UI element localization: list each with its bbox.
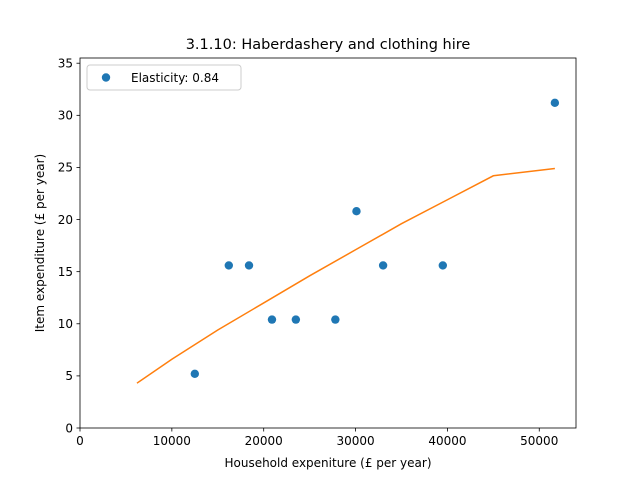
x-tick-label: 40000 <box>428 434 466 448</box>
data-point <box>550 98 560 108</box>
y-tick-label: 0 <box>65 421 73 435</box>
y-tick-label: 10 <box>58 317 73 331</box>
x-tick-label: 20000 <box>245 434 283 448</box>
x-tick-label: 50000 <box>520 434 558 448</box>
data-point <box>378 261 388 270</box>
x-axis-label: Household expeniture (£ per year) <box>224 456 431 470</box>
y-tick-label: 25 <box>58 161 73 175</box>
data-point <box>438 261 448 270</box>
data-point <box>291 315 301 324</box>
data-point <box>352 207 361 216</box>
legend-box <box>86 64 242 91</box>
legend-label: Elasticity: 0.84 <box>131 71 219 85</box>
data-point <box>244 261 254 270</box>
x-tick-label: 30000 <box>336 434 374 448</box>
data-point <box>190 369 200 379</box>
data-point <box>331 315 340 324</box>
y-tick-label: 35 <box>58 57 73 71</box>
y-tick-label: 5 <box>65 369 73 383</box>
x-tick-label: 10000 <box>153 434 191 448</box>
y-tick-label: 30 <box>58 109 73 123</box>
data-point <box>267 315 277 324</box>
axis-ticks: 0 10000 20000 30000 40000 50000 0 5 10 15 20 25 30 35 <box>58 57 559 448</box>
y-tick-label: 20 <box>58 213 73 227</box>
y-tick-label: 15 <box>58 265 73 279</box>
y-axis-label: Item expenditure (£ per year) <box>33 154 47 332</box>
legend: Elasticity: 0.84 <box>86 64 242 91</box>
axes-frame <box>79 57 577 429</box>
chart-title: 3.1.10: Haberdashery and clothing hire <box>186 37 471 53</box>
data-point <box>224 261 233 270</box>
plot-area <box>136 98 560 384</box>
legend-marker <box>101 73 111 82</box>
x-tick-label: 0 <box>76 434 84 448</box>
fit-line <box>136 167 555 384</box>
